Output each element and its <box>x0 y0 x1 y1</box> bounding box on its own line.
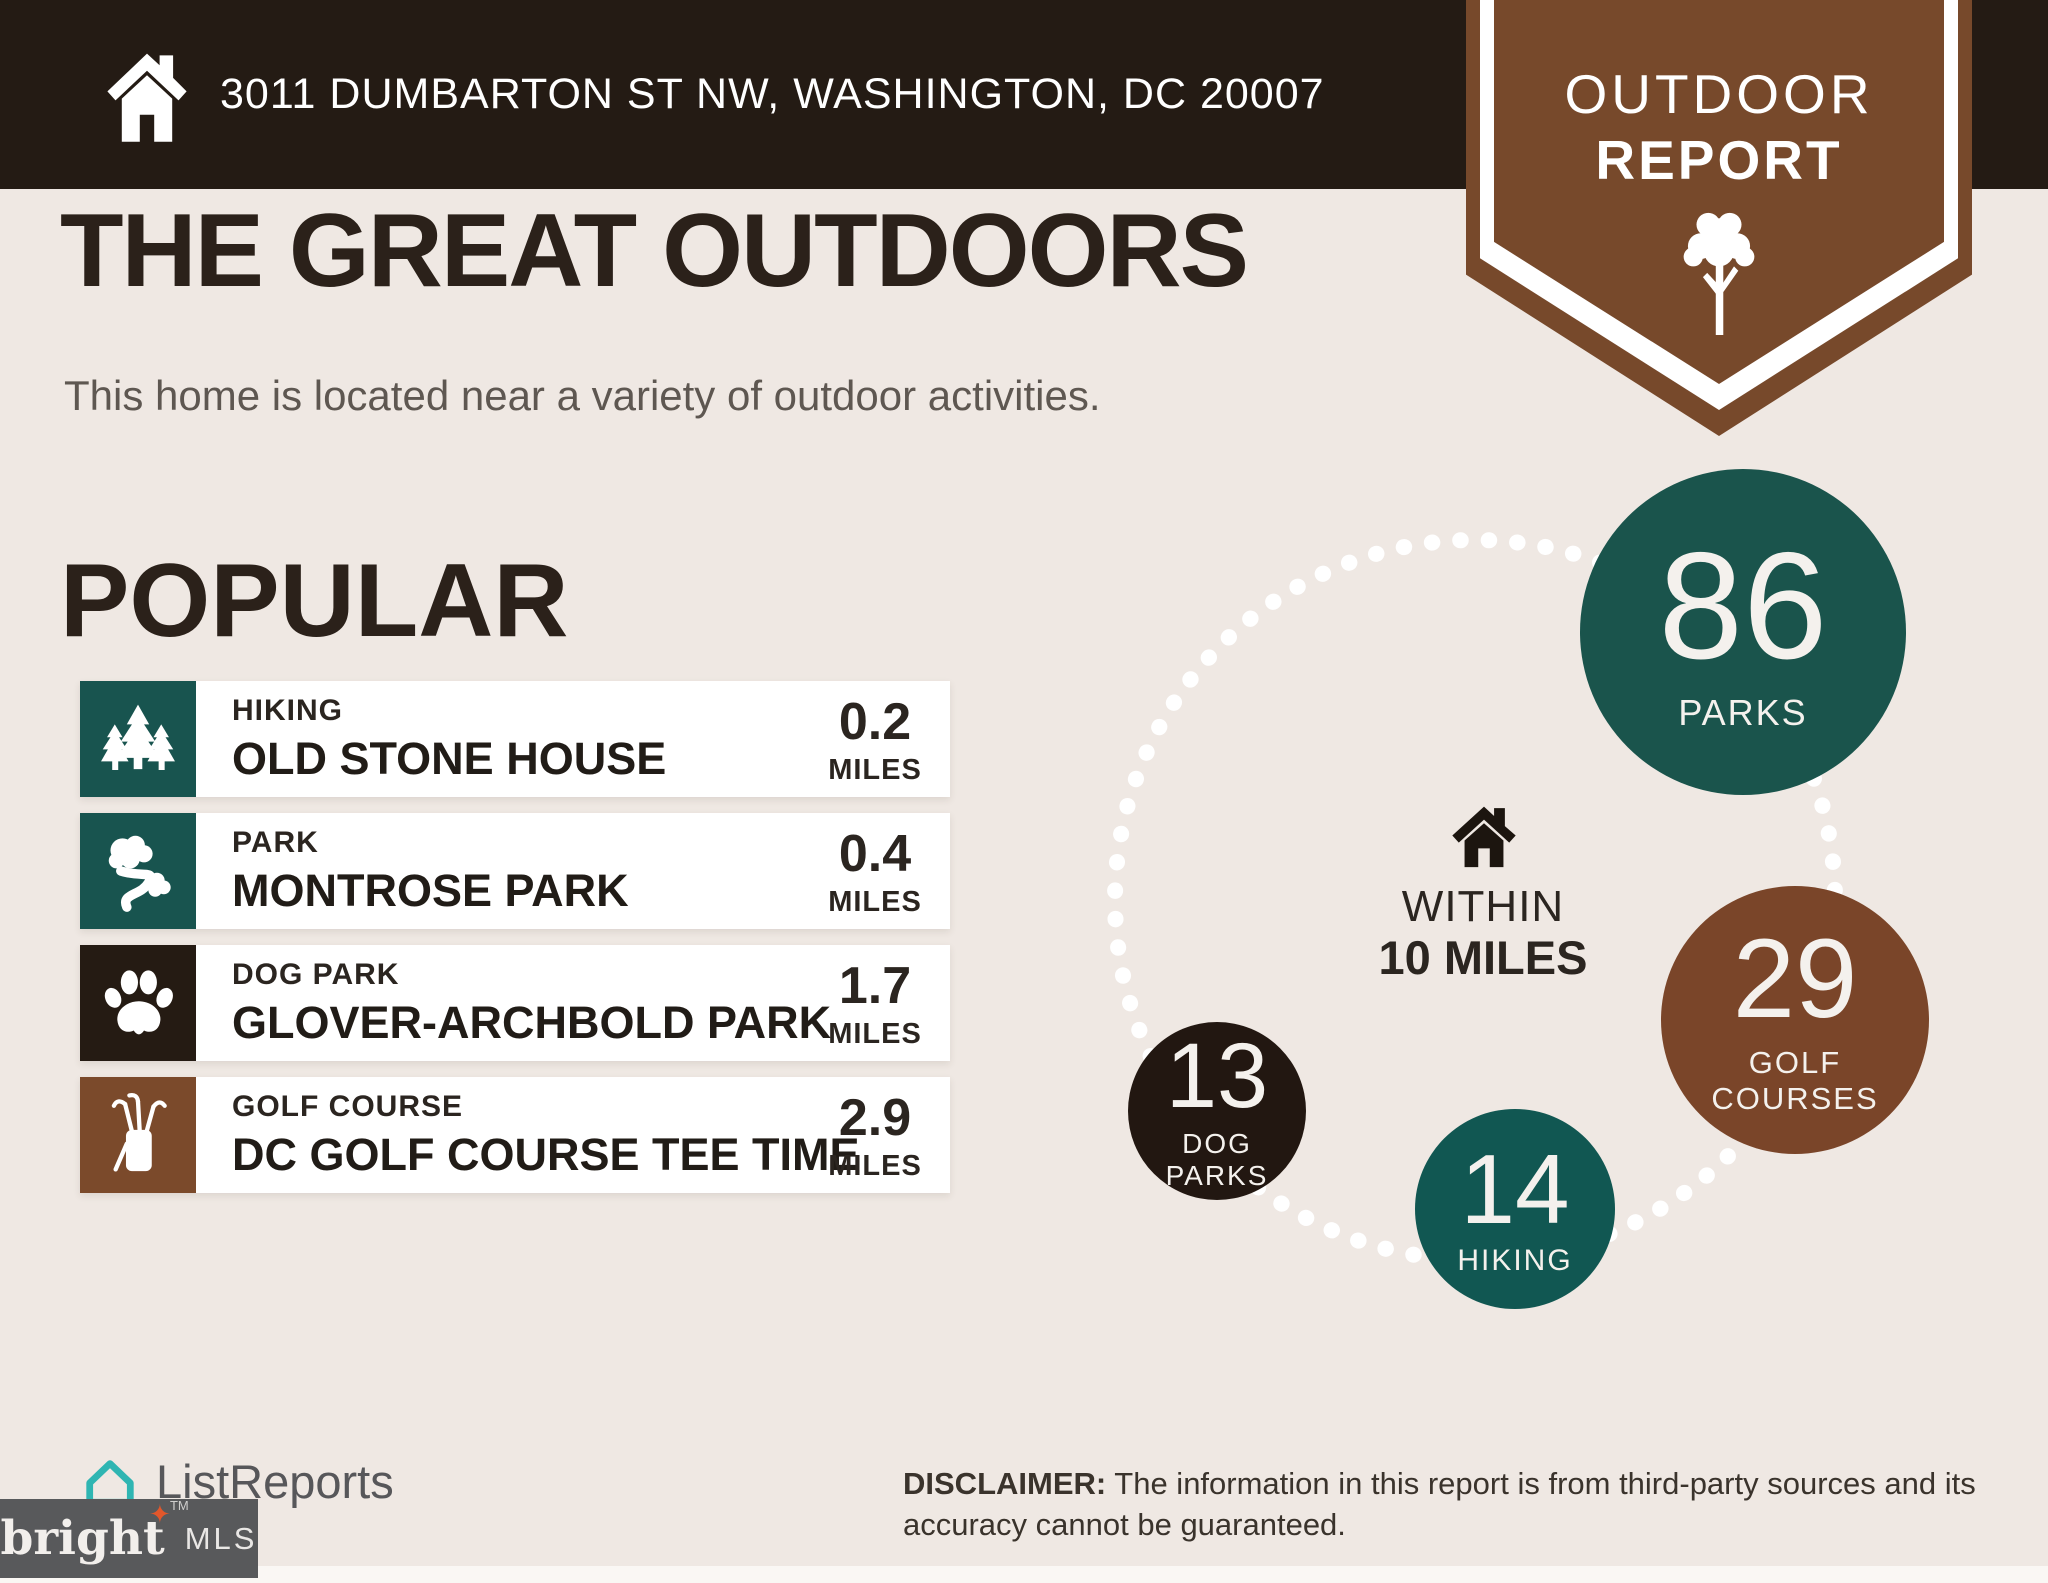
stat-bubble-parks: 86 PARKS <box>1580 469 1906 795</box>
list-item-hiking: HIKING OLD STONE HOUSE 0.2 MILES <box>80 681 950 797</box>
stat-value: 29 <box>1732 916 1858 1042</box>
distance-unit: MILES <box>828 1017 922 1050</box>
tree-icon <box>1683 212 1755 335</box>
disclaimer-label: DISCLAIMER: <box>903 1466 1107 1501</box>
item-category: DOG PARK <box>232 957 400 991</box>
item-distance: 0.2 MILES <box>800 681 950 797</box>
list-item-text: HIKING OLD STONE HOUSE <box>196 681 800 797</box>
list-item-text: GOLF COURSE DC GOLF COURSE TEE TIME <box>196 1077 860 1193</box>
distance-unit: MILES <box>828 1149 922 1182</box>
popular-heading: POPULAR <box>60 543 569 659</box>
park-path-icon <box>108 835 171 912</box>
home-icon <box>107 53 187 142</box>
list-item-text: DOG PARK GLOVER-ARCHBOLD PARK <box>196 945 832 1061</box>
item-distance: 2.9 MILES <box>800 1077 950 1193</box>
bright-mls-logo: bright ✦ TM MLS <box>0 1499 258 1578</box>
trademark-symbol: TM <box>169 1498 189 1513</box>
park-tile <box>80 813 196 929</box>
distance-unit: MILES <box>828 753 922 786</box>
disclaimer-text: DISCLAIMER: The information in this repo… <box>903 1466 1976 1542</box>
item-name: GLOVER-ARCHBOLD PARK <box>232 996 832 1048</box>
dog-park-tile <box>80 945 196 1061</box>
stat-bubble-dog-parks: 13 DOG PARKS <box>1128 1022 1306 1200</box>
badge-title-line2: REPORT <box>1595 129 1843 191</box>
stat-label: HIKING <box>1457 1243 1573 1277</box>
stat-label: DOG PARKS <box>1165 1127 1269 1191</box>
distance-value: 1.7 <box>838 956 912 1015</box>
list-item-golf: GOLF COURSE DC GOLF COURSE TEE TIME 2.9 … <box>80 1077 950 1193</box>
pine-trees-icon <box>101 704 175 770</box>
paw-icon <box>104 970 173 1035</box>
ten-miles-label: 10 MILES <box>1378 931 1588 984</box>
star-icon: ✦ <box>148 1500 171 1530</box>
golf-tile <box>80 1077 196 1193</box>
property-address: 3011 DUMBARTON ST NW, WASHINGTON, DC 200… <box>220 70 1325 118</box>
item-name: DC GOLF COURSE TEE TIME <box>232 1128 860 1180</box>
within-label: WITHIN <box>1401 882 1565 931</box>
stat-value: 13 <box>1165 1024 1269 1127</box>
distance-value: 0.2 <box>838 692 912 751</box>
page-title: THE GREAT OUTDOORS <box>60 193 1249 309</box>
home-icon <box>1452 806 1516 868</box>
stat-label: PARKS <box>1678 692 1808 734</box>
bottom-strip <box>0 1566 2048 1583</box>
stat-value: 86 <box>1658 521 1828 692</box>
item-name: OLD STONE HOUSE <box>232 732 667 784</box>
outdoor-report-badge: OUTDOOR REPORT <box>1466 0 1972 436</box>
hiking-tile <box>80 681 196 797</box>
distance-value: 2.9 <box>838 1088 912 1147</box>
stat-bubble-hiking: 14 HIKING <box>1415 1109 1615 1309</box>
list-item-text: PARK MONTROSE PARK <box>196 813 800 929</box>
item-category: GOLF COURSE <box>232 1089 464 1123</box>
page-subtitle: This home is located near a variety of o… <box>64 372 1101 419</box>
bright-mls-suffix: MLS <box>184 1520 258 1556</box>
popular-list: HIKING OLD STONE HOUSE 0.2 MILES <box>80 681 950 1193</box>
badge-title-line1: OUTDOOR <box>1564 63 1874 125</box>
item-distance: 0.4 MILES <box>800 813 950 929</box>
list-item-park: PARK MONTROSE PARK 0.4 MILES <box>80 813 950 929</box>
listreports-logo: ListReports <box>78 1452 394 1510</box>
stat-bubble-golf-courses: 29 GOLF COURSES <box>1661 886 1929 1154</box>
list-item-dog-park: DOG PARK GLOVER-ARCHBOLD PARK 1.7 MILES <box>80 945 950 1061</box>
item-name: MONTROSE PARK <box>232 864 629 916</box>
stat-value: 14 <box>1460 1133 1570 1244</box>
distance-value: 0.4 <box>838 824 912 883</box>
listreports-logo-text: ListReports <box>156 1454 394 1508</box>
item-category: PARK <box>232 825 319 859</box>
item-category: HIKING <box>232 693 343 727</box>
bright-mls-brand: bright ✦ TM <box>0 1498 189 1566</box>
golf-bag-icon <box>111 1093 167 1172</box>
stat-label: GOLF COURSES <box>1711 1045 1879 1116</box>
distance-unit: MILES <box>828 885 922 918</box>
item-distance: 1.7 MILES <box>800 945 950 1061</box>
